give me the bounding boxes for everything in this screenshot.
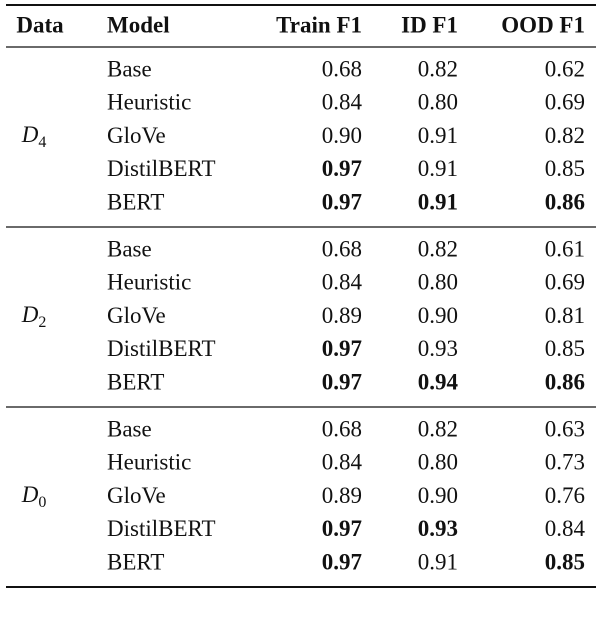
score-cell: 0.90 xyxy=(322,123,362,148)
score-cell: 0.97 xyxy=(322,336,362,361)
score-cell: 0.93 xyxy=(418,516,458,541)
model-cell: Heuristic xyxy=(107,270,191,295)
data-label: D4 xyxy=(21,122,47,150)
score-cell: 0.68 xyxy=(322,236,362,261)
score-cell: 0.62 xyxy=(545,56,585,81)
score-cell: 0.84 xyxy=(322,90,363,115)
score-cell: 0.82 xyxy=(418,416,458,441)
model-cell: GloVe xyxy=(107,123,166,148)
header-cell: Train F1 xyxy=(276,12,362,37)
score-cell: 0.93 xyxy=(418,336,458,361)
model-cell: DistilBERT xyxy=(107,156,216,181)
model-cell: Base xyxy=(107,416,152,441)
score-cell: 0.86 xyxy=(545,189,585,214)
score-cell: 0.80 xyxy=(418,270,458,295)
model-cell: Heuristic xyxy=(107,450,191,475)
model-cell: Base xyxy=(107,56,152,81)
score-cell: 0.97 xyxy=(322,189,362,214)
score-cell: 0.61 xyxy=(545,236,585,261)
score-cell: 0.80 xyxy=(418,90,458,115)
score-cell: 0.91 xyxy=(418,123,458,148)
score-cell: 0.82 xyxy=(545,123,585,148)
model-cell: Heuristic xyxy=(107,90,191,115)
score-cell: 0.69 xyxy=(545,90,585,115)
header-cell: OOD F1 xyxy=(501,12,585,37)
score-cell: 0.85 xyxy=(545,549,585,574)
header-cell: Data xyxy=(16,12,64,37)
data-sub: 4 xyxy=(38,134,46,151)
data-label: D2 xyxy=(21,302,47,330)
data-sub: 2 xyxy=(38,314,46,331)
score-cell: 0.80 xyxy=(418,450,458,475)
model-cell: DistilBERT xyxy=(107,336,216,361)
score-cell: 0.90 xyxy=(418,303,458,328)
score-cell: 0.97 xyxy=(322,156,362,181)
score-cell: 0.81 xyxy=(545,303,585,328)
score-cell: 0.76 xyxy=(545,483,585,508)
score-cell: 0.90 xyxy=(418,483,458,508)
score-cell: 0.97 xyxy=(322,369,362,394)
score-cell: 0.94 xyxy=(418,369,459,394)
score-cell: 0.84 xyxy=(322,270,363,295)
model-cell: GloVe xyxy=(107,303,166,328)
score-cell: 0.91 xyxy=(418,549,458,574)
model-cell: BERT xyxy=(107,189,164,214)
score-cell: 0.89 xyxy=(322,483,362,508)
data-sub: 0 xyxy=(38,494,46,511)
score-cell: 0.73 xyxy=(545,450,585,475)
score-cell: 0.82 xyxy=(418,236,458,261)
data-label: D0 xyxy=(21,482,47,510)
score-cell: 0.68 xyxy=(322,416,362,441)
score-cell: 0.89 xyxy=(322,303,362,328)
score-cell: 0.91 xyxy=(418,189,458,214)
score-cell: 0.69 xyxy=(545,270,585,295)
model-cell: BERT xyxy=(107,369,164,394)
model-cell: GloVe xyxy=(107,483,166,508)
model-cell: DistilBERT xyxy=(107,516,216,541)
data-base: D xyxy=(21,122,39,147)
score-cell: 0.86 xyxy=(545,369,585,394)
model-cell: Base xyxy=(107,236,152,261)
data-base: D xyxy=(21,482,39,507)
score-cell: 0.91 xyxy=(418,156,458,181)
score-cell: 0.85 xyxy=(545,336,585,361)
score-cell: 0.82 xyxy=(418,56,458,81)
score-cell: 0.63 xyxy=(545,416,585,441)
score-cell: 0.84 xyxy=(545,516,586,541)
header-cell: ID F1 xyxy=(401,12,458,37)
score-cell: 0.68 xyxy=(322,56,362,81)
score-cell: 0.85 xyxy=(545,156,585,181)
header-cell: Model xyxy=(107,12,170,37)
score-cell: 0.97 xyxy=(322,549,362,574)
data-base: D xyxy=(21,302,39,327)
score-cell: 0.97 xyxy=(322,516,362,541)
model-cell: BERT xyxy=(107,549,164,574)
score-cell: 0.84 xyxy=(322,450,363,475)
